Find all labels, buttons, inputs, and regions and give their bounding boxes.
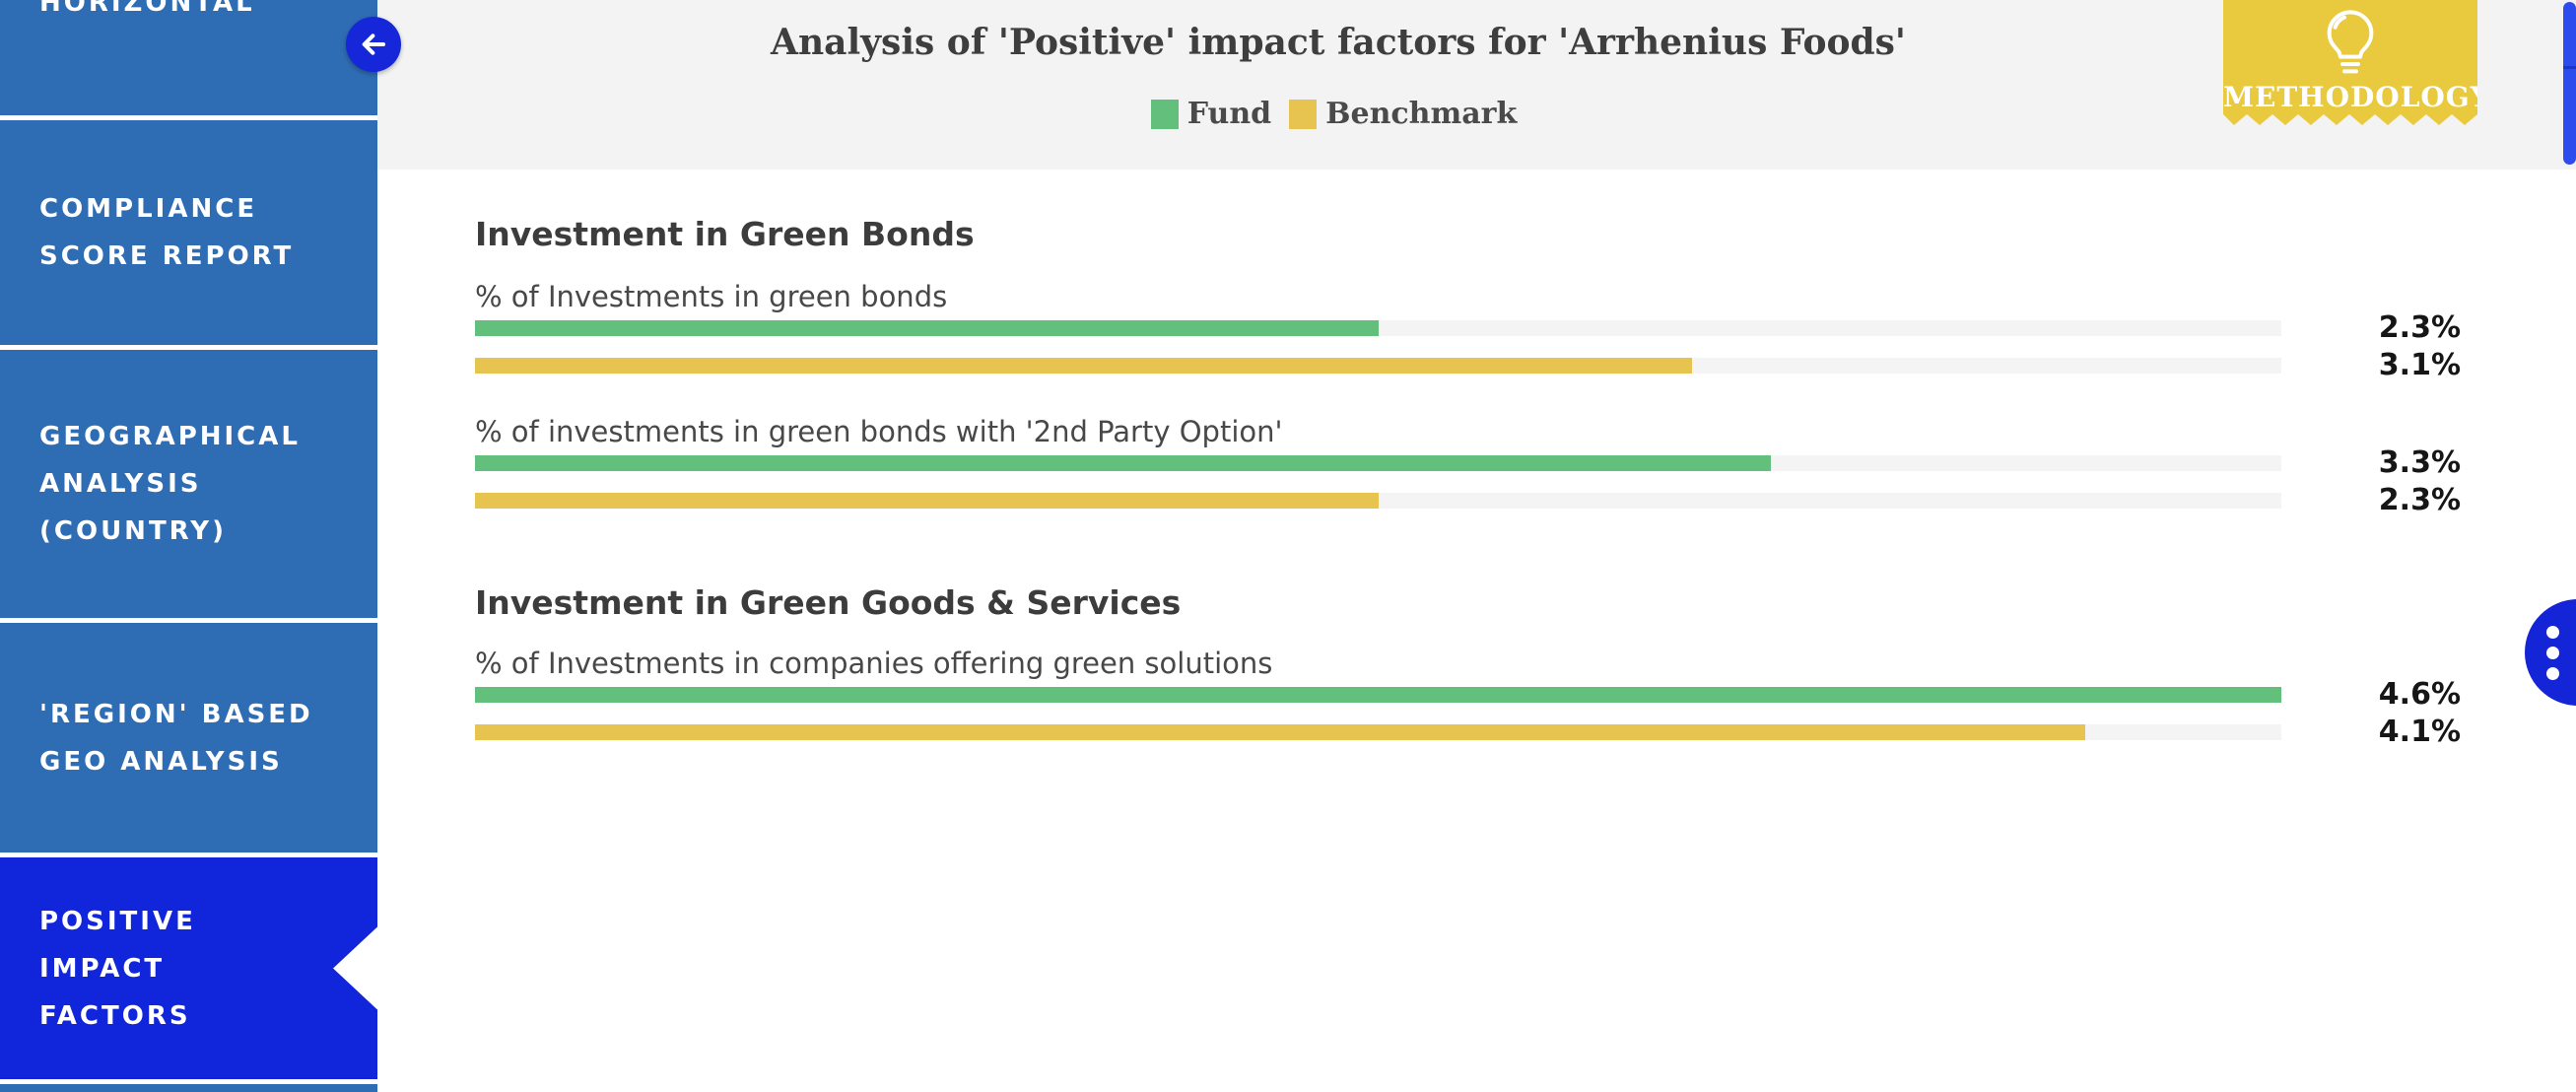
dot-icon <box>2546 647 2559 659</box>
legend-swatch-fund <box>1150 99 1179 129</box>
methodology-label: METHODOLOGY <box>2223 81 2491 113</box>
sidebar-item-partial[interactable] <box>0 1084 377 1092</box>
fund-value: 4.6% <box>2378 677 2461 712</box>
metric-label: % of Investments in green bonds <box>475 280 948 313</box>
benchmark-value: 4.1% <box>2378 715 2461 749</box>
section-heading: Investment in Green Bonds <box>475 215 975 253</box>
scrollbar-divider <box>2563 66 2576 69</box>
sidebar-item-compliance-score-report[interactable]: COMPLIANCE SCORE REPORT <box>0 120 377 345</box>
scrollbar-thumb[interactable] <box>2563 2 2576 165</box>
lightbulb-icon <box>2327 10 2374 74</box>
fund-value: 3.3% <box>2378 445 2461 480</box>
sidebar-item-geographical-analysis-country[interactable]: GEOGRAPHICAL ANALYSIS (COUNTRY) <box>0 350 377 618</box>
fund-bar-fill <box>475 320 1379 336</box>
page-title: Analysis of 'Positive' impact factors fo… <box>771 22 1906 63</box>
sidebar-item-region-based-geo-analysis[interactable]: 'REGION' BASED GEO ANALYSIS <box>0 623 377 853</box>
sidebar-item-label: HORIZONTAL <box>39 0 255 18</box>
benchmark-bar-track <box>475 724 2281 740</box>
benchmark-value: 3.1% <box>2378 348 2461 382</box>
benchmark-bar-fill <box>475 358 1693 374</box>
sidebar-item-positive-impact-factors[interactable]: POSITIVE IMPACT FACTORS <box>0 857 377 1079</box>
sidebar: HORIZONTAL COMPLIANCE SCORE REPORT GEOGRAP… <box>0 0 377 1092</box>
legend-swatch-benchmark <box>1289 99 1318 129</box>
benchmark-bar-fill <box>475 724 2085 740</box>
sidebar-item-label: 'REGION' BASED GEO ANALYSIS <box>39 699 313 777</box>
section-heading: Investment in Green Goods & Services <box>475 583 1182 622</box>
back-button[interactable] <box>346 17 401 72</box>
fund-bar-track <box>475 687 2281 703</box>
arrow-left-icon <box>362 34 385 55</box>
chart-area: Investment in Green Bonds % of Investment… <box>475 0 2576 1092</box>
fund-value: 2.3% <box>2378 310 2461 345</box>
fund-bar-fill <box>475 687 2281 703</box>
benchmark-value: 2.3% <box>2378 483 2461 517</box>
sidebar-item-label: COMPLIANCE SCORE REPORT <box>39 194 295 271</box>
header: Analysis of 'Positive' impact factors fo… <box>377 0 2576 170</box>
methodology-ribbon[interactable]: METHODOLOGY <box>2223 0 2477 125</box>
metric-label: % of investments in green bonds with '2n… <box>475 415 1283 448</box>
benchmark-bar-track <box>475 358 2281 374</box>
chart-legend: Fund Benchmark <box>377 97 2299 131</box>
benchmark-bar-fill <box>475 493 1379 509</box>
fund-bar-fill <box>475 455 1771 471</box>
dot-icon <box>2546 667 2559 680</box>
sidebar-item-horizontal[interactable]: HORIZONTAL <box>0 0 377 115</box>
benchmark-bar-track <box>475 493 2281 509</box>
fund-bar-track <box>475 320 2281 336</box>
dot-icon <box>2546 626 2559 639</box>
fund-bar-track <box>475 455 2281 471</box>
legend-label-fund: Fund <box>1186 97 1272 131</box>
legend-label-benchmark: Benchmark <box>1325 97 1518 131</box>
metric-label: % of Investments in companies offering g… <box>475 647 1273 680</box>
sidebar-item-label: GEOGRAPHICAL ANALYSIS (COUNTRY) <box>39 422 301 546</box>
sidebar-item-label: POSITIVE IMPACT FACTORS <box>39 906 196 1031</box>
